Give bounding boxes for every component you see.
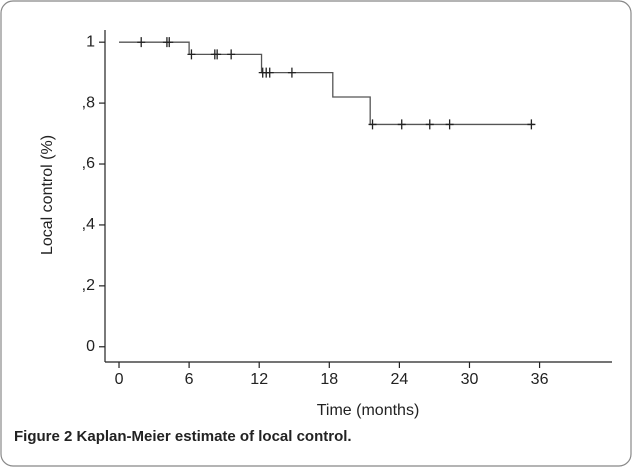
censor-mark — [187, 49, 196, 60]
survival-curve — [119, 41, 534, 126]
censor-mark — [425, 119, 434, 130]
caption-label: Figure 2 — [14, 428, 73, 445]
x-axis-label: Time (months) — [317, 402, 420, 419]
censor-mark — [287, 67, 296, 78]
x-tick-label: 24 — [390, 371, 408, 388]
y-tick-label: 0 — [86, 338, 95, 355]
y-axis-label: Local control (%) — [39, 135, 56, 255]
x-tick-label: 12 — [250, 371, 268, 388]
x-tick-label: 36 — [531, 371, 549, 388]
censor-mark — [445, 119, 454, 130]
y-tick-label: ,4 — [82, 216, 95, 233]
censor-mark — [368, 119, 377, 130]
caption: Figure 2 Kaplan-Meier estimate of local … — [14, 428, 352, 445]
censor-mark — [137, 37, 146, 48]
censor-mark — [227, 49, 236, 60]
caption-text: Kaplan-Meier estimate of local control. — [76, 428, 352, 445]
censor-mark — [397, 119, 406, 130]
censor-mark — [213, 49, 222, 60]
y-tick-label: ,6 — [82, 155, 95, 172]
x-tick-label: 0 — [115, 371, 124, 388]
x-tick-label: 30 — [461, 371, 479, 388]
censor-mark — [527, 119, 536, 130]
y-tick-label: ,2 — [82, 277, 95, 294]
y-tick-label: 1 — [86, 33, 95, 50]
y-tick-label: ,8 — [82, 94, 95, 111]
censor-mark — [265, 67, 274, 78]
x-tick-label: 18 — [320, 371, 338, 388]
x-tick-label: 6 — [185, 371, 194, 388]
censor-mark — [165, 37, 174, 48]
